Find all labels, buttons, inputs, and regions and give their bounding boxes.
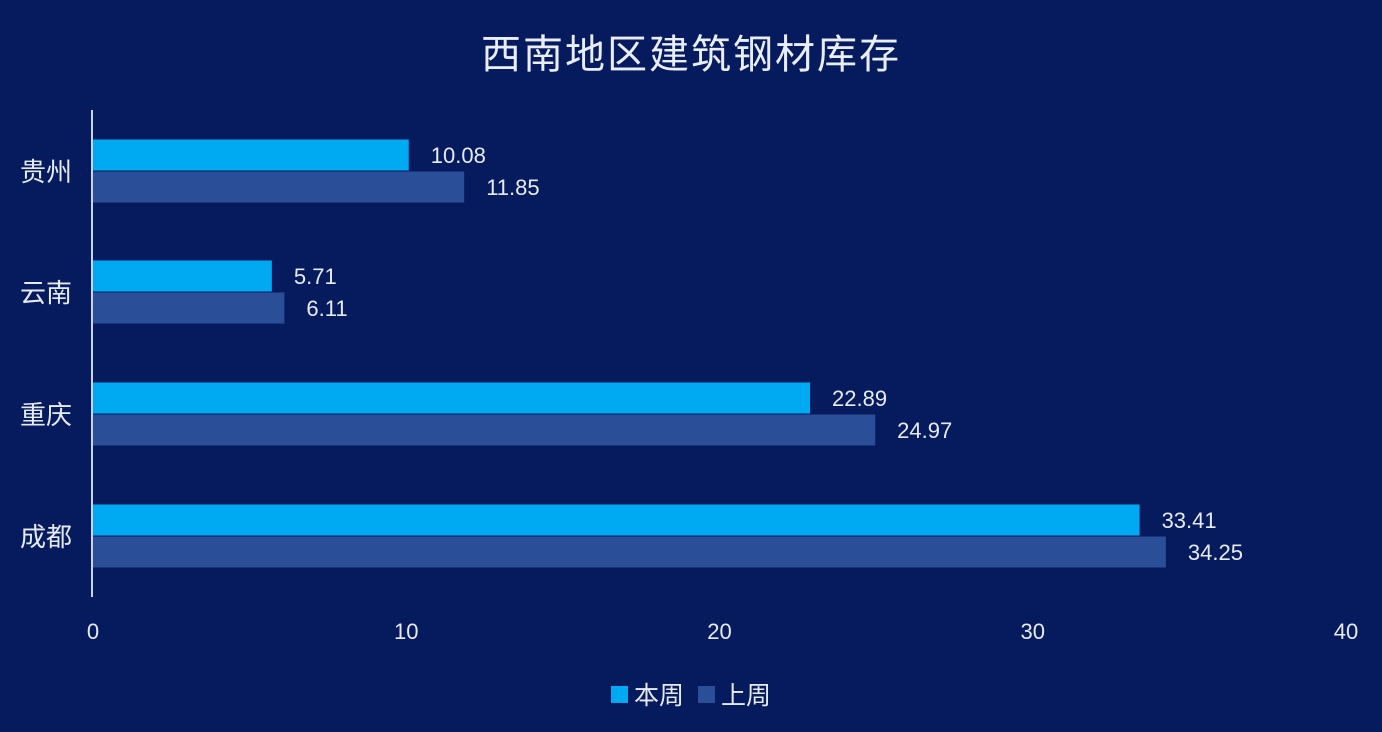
x-tick-label: 40 — [1334, 619, 1358, 644]
legend-swatch-last-week — [698, 685, 715, 703]
data-label: 10.08 — [431, 143, 486, 168]
legend-swatch-this-week — [610, 685, 628, 703]
legend: 本周 上周 — [0, 676, 1382, 712]
bar — [93, 504, 1140, 536]
legend-item-this-week: 本周 — [610, 676, 684, 712]
data-label: 5.71 — [294, 264, 337, 289]
bar — [93, 536, 1166, 568]
legend-label-last-week: 上周 — [721, 681, 772, 710]
category-label: 贵州 — [20, 158, 72, 188]
data-label: 6.11 — [306, 296, 347, 321]
legend-label-this-week: 本周 — [633, 681, 684, 710]
x-tick-label: 30 — [1021, 619, 1045, 644]
legend-item-last-week: 上周 — [698, 676, 771, 712]
bar — [93, 292, 285, 324]
category-label: 云南 — [20, 279, 72, 309]
category-label: 重庆 — [20, 401, 72, 431]
data-label: 11.85 — [486, 175, 539, 200]
x-tick-label: 20 — [707, 619, 731, 644]
bar — [93, 171, 465, 203]
bar — [93, 414, 876, 446]
category-label: 成都 — [20, 523, 72, 553]
bar — [93, 260, 272, 292]
data-label: 24.97 — [897, 418, 952, 443]
x-tick-label: 10 — [394, 619, 418, 644]
data-label: 34.25 — [1188, 540, 1243, 565]
bar — [93, 139, 409, 171]
chart-title: 西南地区建筑钢材库存 — [481, 32, 901, 78]
data-label: 22.89 — [832, 386, 887, 411]
x-tick-label: 0 — [87, 619, 99, 644]
bar — [93, 382, 811, 414]
data-label: 33.41 — [1162, 508, 1217, 533]
